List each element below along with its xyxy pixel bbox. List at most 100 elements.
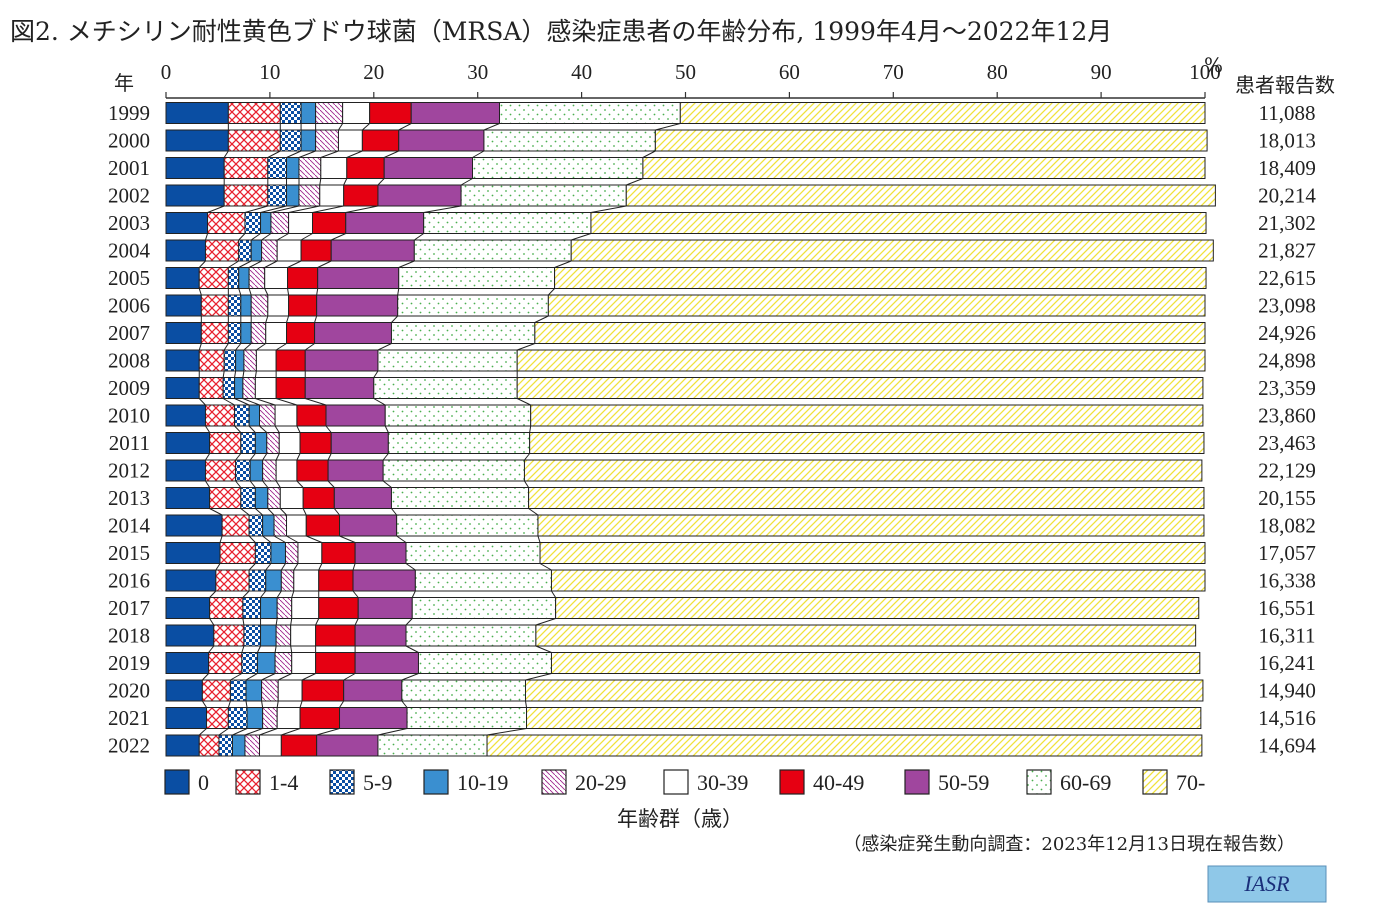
connector-line — [275, 453, 280, 461]
connector-line — [223, 343, 229, 351]
year-label: 2021 — [108, 706, 150, 730]
bar-segment — [383, 157, 474, 179]
count-label: 16,241 — [1258, 651, 1316, 675]
x-axis-unit: % — [1204, 53, 1223, 77]
bar-segment — [250, 294, 269, 317]
count-label: 24,898 — [1258, 349, 1316, 373]
bar-segment — [417, 652, 552, 674]
connector-line — [245, 700, 248, 708]
bar-segment — [250, 322, 267, 344]
bar-row — [165, 212, 1207, 234]
year-label: 2022 — [108, 734, 150, 758]
legend-swatch — [663, 769, 689, 795]
bar-segment — [245, 679, 263, 702]
legend-label: 5-9 — [363, 770, 392, 795]
connector-line — [343, 673, 356, 681]
count-label: 24,926 — [1258, 321, 1316, 345]
count-label: 18,409 — [1258, 156, 1316, 180]
bar-row — [165, 294, 1206, 317]
bar-segment — [534, 322, 1206, 344]
bar-segment — [299, 707, 341, 729]
bar-segment — [204, 239, 240, 262]
bar-segment — [219, 542, 256, 564]
bar-segment — [414, 569, 552, 592]
bar-row — [165, 184, 1216, 207]
connector-line — [414, 233, 424, 241]
connector-line — [275, 398, 298, 406]
bar-row — [165, 322, 1206, 344]
bar-segment — [235, 459, 251, 482]
bar-segment — [524, 679, 1204, 702]
connector-line — [346, 150, 363, 158]
bar-segment — [209, 432, 242, 454]
bar-segment — [377, 349, 518, 372]
year-label: 2019 — [108, 651, 150, 675]
bar-segment — [276, 597, 293, 619]
legend-label: 10-19 — [457, 770, 508, 795]
bar-segment — [679, 102, 1206, 124]
bar-segment — [200, 294, 229, 317]
connector-line — [655, 123, 681, 131]
connector-line — [299, 700, 303, 708]
bar-segment — [165, 542, 221, 564]
bar-segment — [240, 432, 256, 454]
bar-segment — [165, 129, 229, 152]
bar-segment — [516, 377, 1204, 399]
year-label: 2010 — [108, 404, 150, 428]
count-label: 14,940 — [1258, 679, 1316, 703]
connector-line — [333, 508, 340, 516]
connector-line — [301, 673, 316, 681]
connector-line — [234, 370, 237, 378]
bar-segment — [227, 267, 240, 289]
connector-line — [201, 700, 207, 708]
bar-segment — [286, 514, 307, 537]
bar-segment — [405, 542, 541, 564]
bar-row — [165, 514, 1205, 537]
bar-segment — [405, 624, 537, 647]
legend-swatch — [329, 769, 355, 795]
year-label: 2000 — [108, 129, 150, 153]
bar-segment — [345, 212, 425, 234]
connector-line — [276, 700, 279, 708]
bar-segment — [390, 322, 536, 344]
bar-row — [165, 597, 1200, 619]
count-label: 23,463 — [1258, 431, 1316, 455]
connector-line — [401, 700, 408, 708]
connector-line — [273, 535, 286, 543]
bar-segment — [357, 597, 413, 619]
connector-line — [198, 288, 202, 296]
connector-line — [244, 205, 268, 213]
connector-line — [248, 288, 252, 296]
connector-line — [296, 480, 304, 488]
connector-line — [537, 535, 541, 543]
connector-line — [298, 150, 316, 158]
connector-line — [343, 178, 348, 186]
legend-label: 30-39 — [697, 770, 748, 795]
bar-segment — [223, 184, 269, 207]
connector-line — [235, 480, 242, 488]
connector-line — [249, 453, 256, 461]
connector-line — [241, 645, 245, 653]
bar-segment — [486, 734, 1203, 757]
connector-line — [205, 453, 211, 461]
bar-segment — [227, 294, 242, 317]
bar-segment — [410, 102, 501, 124]
connector-line — [279, 508, 287, 516]
bar-segment — [314, 322, 392, 344]
bar-segment — [248, 267, 266, 289]
legend-item: 50-59 — [904, 769, 989, 795]
connector-line — [264, 288, 269, 296]
connector-line — [525, 700, 528, 708]
bar-segment — [278, 432, 301, 454]
bar-row — [165, 624, 1197, 647]
bar-segment — [229, 679, 247, 702]
year-label: 2004 — [108, 239, 151, 263]
bar-row — [165, 652, 1201, 674]
bar-segment — [218, 734, 233, 757]
bar-segment — [238, 239, 252, 262]
connector-line — [277, 673, 292, 681]
connector-line — [290, 645, 293, 653]
bar-segment — [276, 239, 302, 262]
x-tick-label: 40 — [571, 60, 592, 84]
bar-segment — [320, 157, 348, 179]
